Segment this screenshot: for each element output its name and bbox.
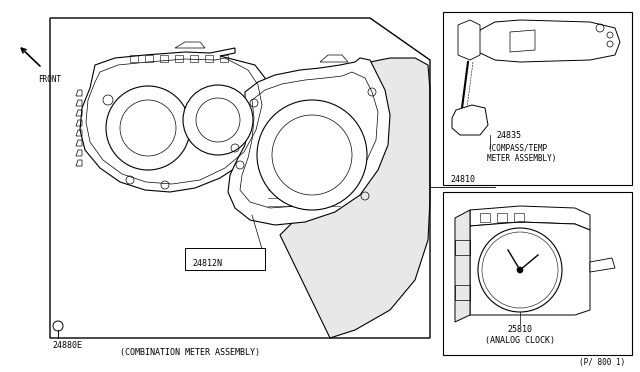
Polygon shape <box>458 20 480 60</box>
Polygon shape <box>228 58 390 225</box>
Bar <box>443 12 632 185</box>
Circle shape <box>106 86 190 170</box>
Text: 24812N: 24812N <box>192 259 222 267</box>
Polygon shape <box>470 222 590 315</box>
Ellipse shape <box>257 100 367 210</box>
Polygon shape <box>590 258 615 272</box>
Text: FRONT: FRONT <box>38 75 61 84</box>
Polygon shape <box>452 105 488 135</box>
Circle shape <box>478 228 562 312</box>
Text: 25810: 25810 <box>508 326 532 334</box>
Text: (P/ 800 1): (P/ 800 1) <box>579 357 625 366</box>
Text: METER ASSEMBLY): METER ASSEMBLY) <box>487 154 556 163</box>
Bar <box>185 248 265 270</box>
Circle shape <box>517 267 523 273</box>
Polygon shape <box>280 58 430 338</box>
Polygon shape <box>80 48 270 192</box>
Text: 24835: 24835 <box>496 131 521 140</box>
Text: 24880E: 24880E <box>52 340 82 350</box>
Text: (ANALOG CLOCK): (ANALOG CLOCK) <box>485 337 555 346</box>
Text: 24810: 24810 <box>450 176 475 185</box>
Bar <box>443 192 632 355</box>
Text: (COMPASS/TEMP: (COMPASS/TEMP <box>487 144 547 153</box>
Polygon shape <box>478 20 620 62</box>
Text: (COMBINATION METER ASSEMBLY): (COMBINATION METER ASSEMBLY) <box>120 347 260 356</box>
Circle shape <box>183 85 253 155</box>
Polygon shape <box>455 210 470 322</box>
Polygon shape <box>470 206 590 230</box>
